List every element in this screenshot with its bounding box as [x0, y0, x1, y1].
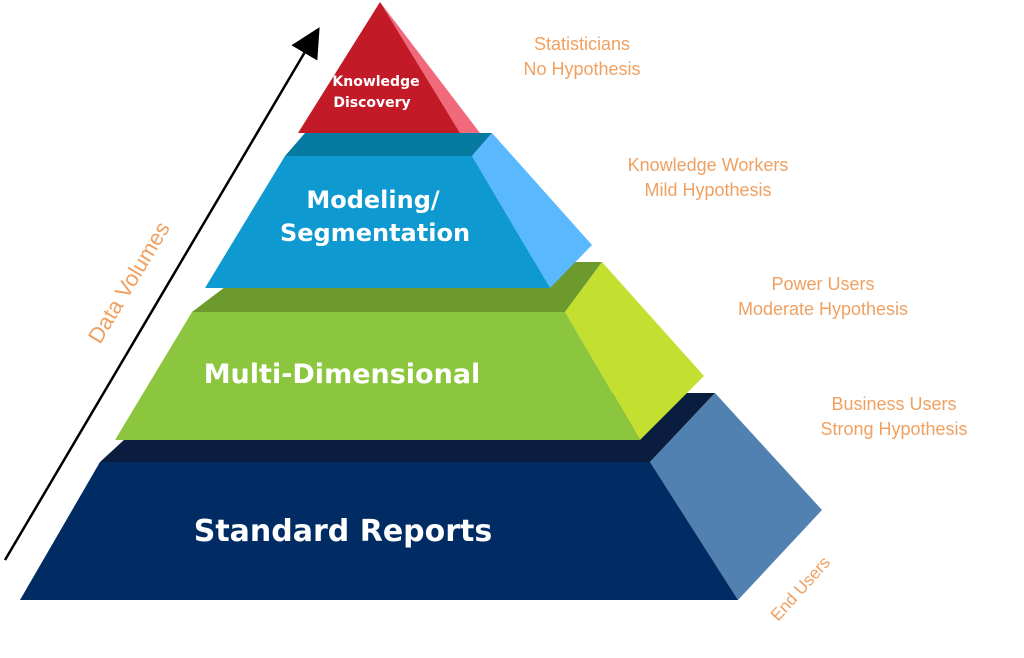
data-volumes-arrow — [3, 27, 320, 561]
multi-dimensional-front-face — [115, 312, 640, 440]
audience-knowledge-workers-line2: Mild Hypothesis — [644, 180, 771, 200]
knowledge-discovery-front-face — [298, 2, 460, 133]
modeling-label-line2: Segmentation — [280, 219, 470, 247]
knowledge-discovery-label-line1: Knowledge — [332, 74, 419, 90]
standard-reports-front-face — [20, 462, 738, 600]
audience-statisticians-line2: No Hypothesis — [523, 59, 640, 79]
knowledge-discovery-label-line2: Discovery — [333, 95, 410, 111]
modeling-front-face — [205, 156, 550, 288]
modeling-label-line1: Modeling/ — [306, 186, 440, 214]
audience-knowledge-workers: Knowledge Workers Mild Hypothesis — [628, 155, 789, 200]
multi-dimensional-side-face — [565, 262, 704, 440]
audience-business-users-line1: Business Users — [831, 394, 956, 414]
level-modeling-segmentation: Modeling/ Segmentation — [205, 133, 592, 288]
audience-statisticians: Statisticians No Hypothesis — [523, 34, 640, 79]
multi-dimensional-label: Multi-Dimensional — [204, 359, 481, 390]
modeling-side-face — [472, 133, 592, 288]
standard-reports-side-face — [650, 393, 822, 600]
data-volumes-label: Data Volumes — [83, 217, 175, 347]
standard-reports-label: Standard Reports — [194, 514, 493, 549]
audience-statisticians-line1: Statisticians — [534, 34, 630, 54]
audience-power-users: Power Users Moderate Hypothesis — [738, 274, 908, 319]
audience-business-users: Business Users Strong Hypothesis — [820, 394, 967, 439]
modeling-top-face — [285, 133, 492, 156]
end-users-label: End Users — [767, 553, 834, 625]
audience-power-users-line1: Power Users — [771, 274, 874, 294]
level-multi-dimensional: Multi-Dimensional — [115, 262, 704, 440]
level-knowledge-discovery: Knowledge Discovery — [298, 2, 480, 133]
audience-knowledge-workers-line1: Knowledge Workers — [628, 155, 789, 175]
audience-business-users-line2: Strong Hypothesis — [820, 419, 967, 439]
audience-power-users-line2: Moderate Hypothesis — [738, 299, 908, 319]
knowledge-discovery-side-face — [380, 2, 480, 133]
